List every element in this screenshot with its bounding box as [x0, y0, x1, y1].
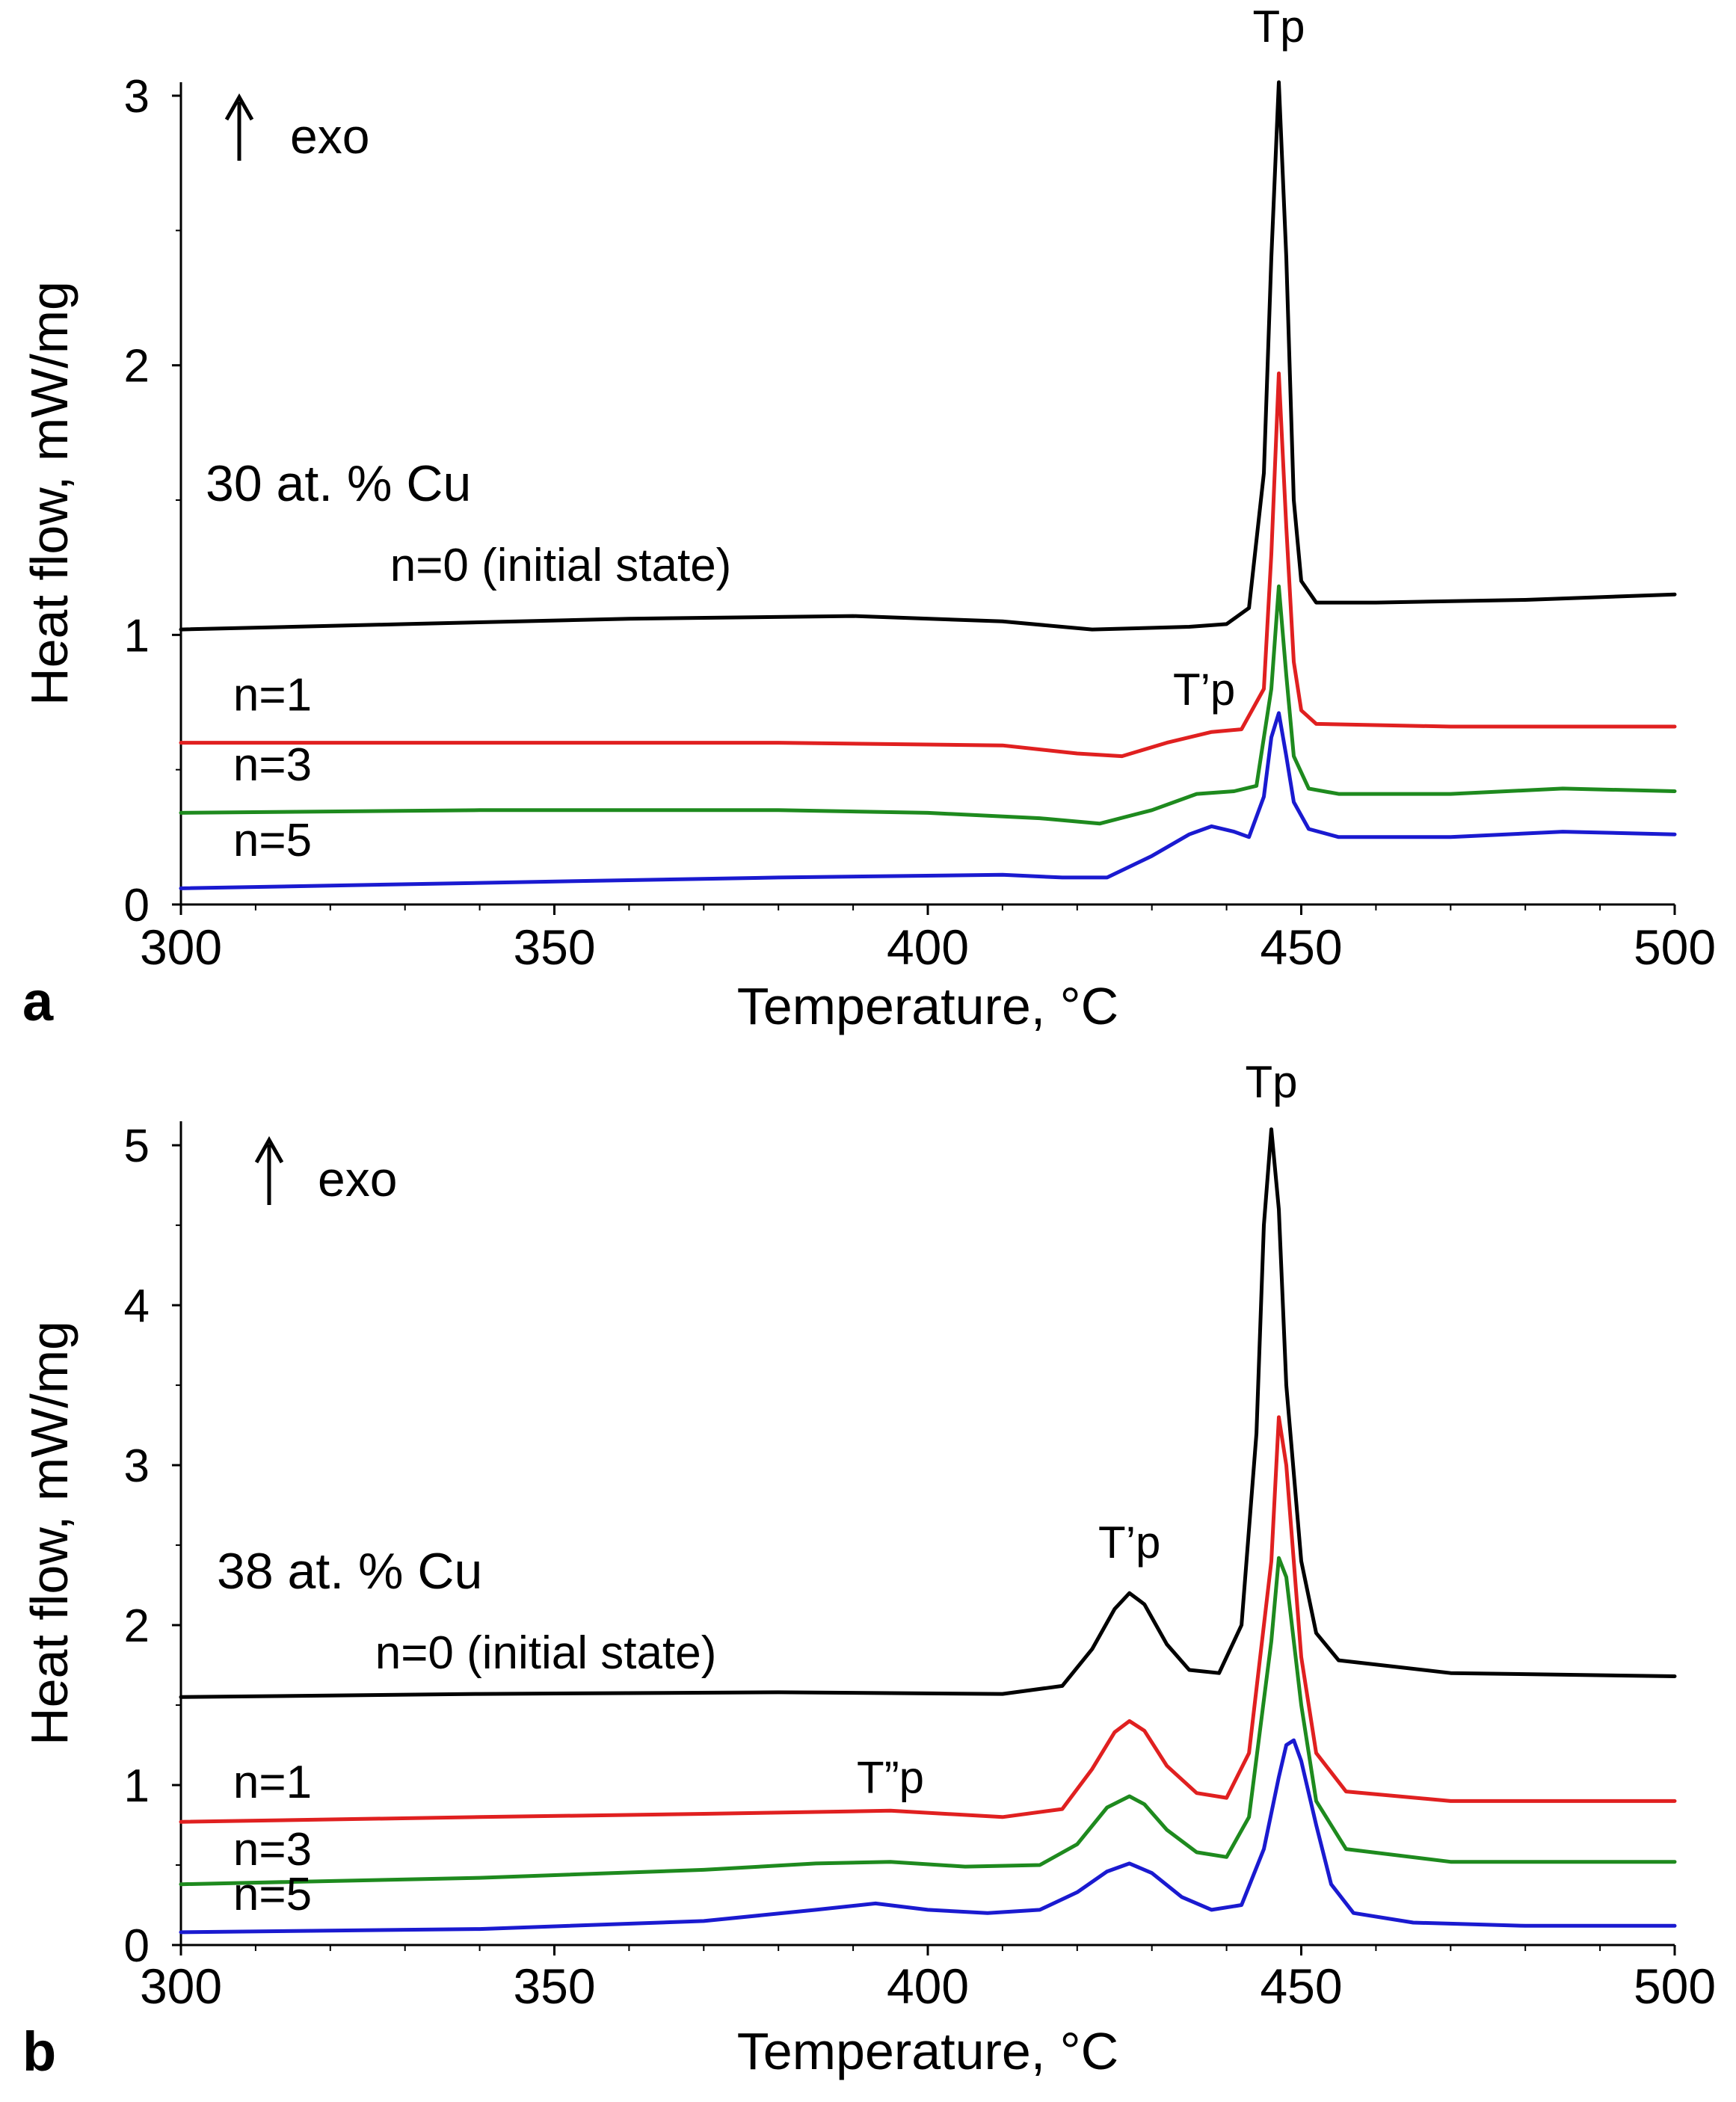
peak-label: Tp — [1246, 1057, 1298, 1107]
x-tick-label: 300 — [140, 1958, 222, 2014]
series-line-2 — [179, 1556, 1677, 1887]
series-line-1 — [179, 1415, 1677, 1824]
x-tick-label: 300 — [140, 919, 222, 975]
x-tick-label: 350 — [513, 1958, 595, 2014]
x-tick-label: 400 — [887, 919, 969, 975]
series-label-2: n=3 — [233, 1824, 312, 1876]
y-tick-label: 4 — [124, 1280, 150, 1332]
chart-panel-a: 0 1 2 3 300 350 400 450 500 Temperature, °C Heat f… — [20, 1, 1716, 1035]
y-tick-label: 5 — [124, 1121, 150, 1172]
composition-label: 30 at. % Cu — [206, 455, 471, 512]
series-line-0 — [179, 1127, 1677, 1699]
chart-panel-b: 0 1 2 3 4 5 300 350 400 450 500 Temperature, °C Heat… — [20, 1057, 1716, 2083]
exo-label: exo — [318, 1151, 397, 1206]
exo-label: exo — [290, 108, 369, 164]
y-tick-label: 2 — [124, 1600, 150, 1652]
x-tick-label: 400 — [887, 1958, 969, 2014]
series-label-2: n=3 — [233, 739, 312, 791]
peak-label: T’p — [1098, 1517, 1160, 1568]
series-line-2 — [179, 584, 1677, 826]
series-line-3 — [179, 711, 1677, 890]
y-tick-label: 3 — [124, 71, 150, 123]
x-axis-title: Temperature, °C — [737, 977, 1118, 1035]
series-label-3: n=5 — [233, 815, 312, 866]
y-tick-label: 2 — [124, 341, 150, 392]
exo-arrow-icon — [224, 93, 254, 121]
series-label-1: n=1 — [233, 669, 312, 721]
series-line-1 — [179, 372, 1677, 759]
y-tick-label: 1 — [124, 610, 150, 662]
x-tick-label: 350 — [513, 919, 595, 975]
x-tick-label: 450 — [1260, 1958, 1342, 2014]
panel-label: b — [22, 2021, 56, 2083]
y-axis-title: Heat flow, mW/mg — [20, 1321, 79, 1745]
series-line-0 — [179, 80, 1677, 632]
y-tick-label: 1 — [124, 1760, 150, 1812]
x-axis-title: Temperature, °C — [737, 2022, 1118, 2080]
x-tick-label: 500 — [1634, 1958, 1716, 2014]
series-label-0: n=0 (initial state) — [375, 1627, 717, 1679]
y-axis-title: Heat flow, mW/mg — [20, 281, 79, 706]
panel-label: a — [22, 970, 54, 1032]
x-tick-label: 500 — [1634, 919, 1716, 975]
series-label-3: n=5 — [233, 1869, 312, 1920]
peak-label: Tp — [1253, 1, 1305, 52]
peak-label: T”p — [857, 1753, 924, 1803]
series-label-0: n=0 (initial state) — [390, 540, 732, 591]
y-tick-label: 0 — [124, 1920, 150, 1972]
series-line-3 — [179, 1738, 1677, 1935]
peak-label: T’p — [1173, 665, 1235, 715]
y-tick-label: 0 — [124, 880, 150, 931]
x-tick-label: 450 — [1260, 919, 1342, 975]
exo-arrow-icon — [254, 1135, 284, 1164]
series-label-1: n=1 — [233, 1757, 312, 1808]
composition-label: 38 at. % Cu — [217, 1543, 482, 1600]
y-tick-label: 3 — [124, 1440, 150, 1492]
